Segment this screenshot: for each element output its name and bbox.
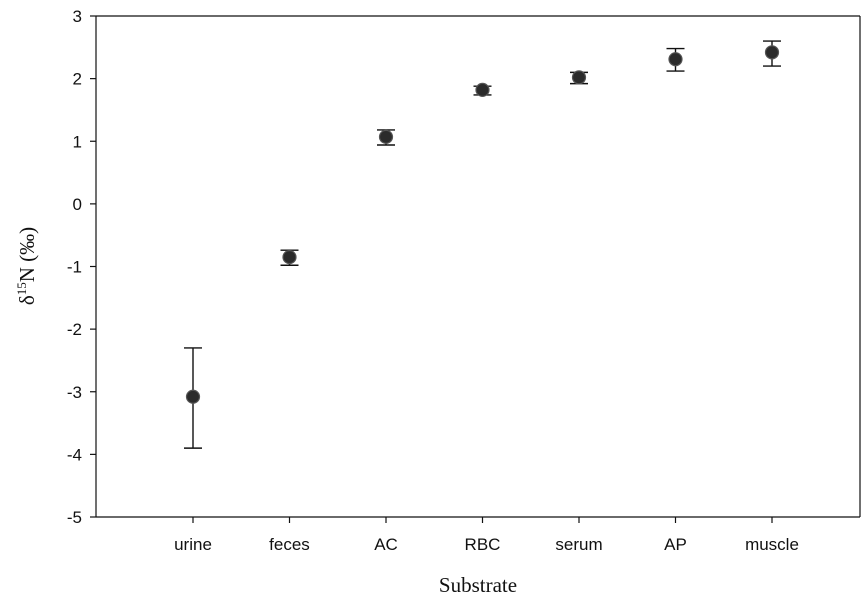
y-axis-title: δ15N (‰) bbox=[14, 227, 39, 305]
data-point bbox=[475, 82, 490, 97]
y-tick-label: 0 bbox=[73, 195, 82, 214]
y-tick-label: -5 bbox=[67, 508, 82, 527]
x-tick-label: RBC bbox=[465, 535, 501, 554]
y-axis-title-rest: N (‰) bbox=[15, 227, 39, 282]
x-axis-title: Substrate bbox=[439, 573, 517, 597]
data-point bbox=[571, 70, 587, 85]
error-bars bbox=[184, 40, 781, 449]
y-tick-label: -1 bbox=[67, 258, 82, 277]
x-tick-label: serum bbox=[555, 535, 602, 554]
y-tick-label: -2 bbox=[67, 320, 82, 339]
y-axis-ticks: 3 2 1 0 -1 -2 -3 -4 -5 bbox=[67, 7, 96, 527]
y-axis-title-superscript: 15 bbox=[14, 282, 29, 295]
x-tick-label: AP bbox=[664, 535, 687, 554]
x-tick-label: AC bbox=[374, 535, 398, 554]
data-point bbox=[185, 389, 201, 404]
y-tick-label: 3 bbox=[73, 7, 82, 26]
y-tick-label: 2 bbox=[73, 70, 82, 89]
y-tick-label: -3 bbox=[67, 383, 82, 402]
y-tick-label: 1 bbox=[73, 132, 82, 151]
x-tick-label: urine bbox=[174, 535, 212, 554]
data-point bbox=[282, 250, 297, 265]
data-markers bbox=[185, 45, 780, 404]
x-tick-label: feces bbox=[269, 535, 310, 554]
y-axis-title-base: δ bbox=[15, 295, 39, 305]
data-point bbox=[378, 129, 394, 144]
y-tick-label: -4 bbox=[67, 445, 82, 464]
x-tick-label: muscle bbox=[745, 535, 799, 554]
data-point bbox=[668, 52, 683, 67]
x-axis-ticks: urine feces AC RBC serum AP muscle bbox=[174, 517, 799, 554]
data-point bbox=[764, 45, 780, 60]
